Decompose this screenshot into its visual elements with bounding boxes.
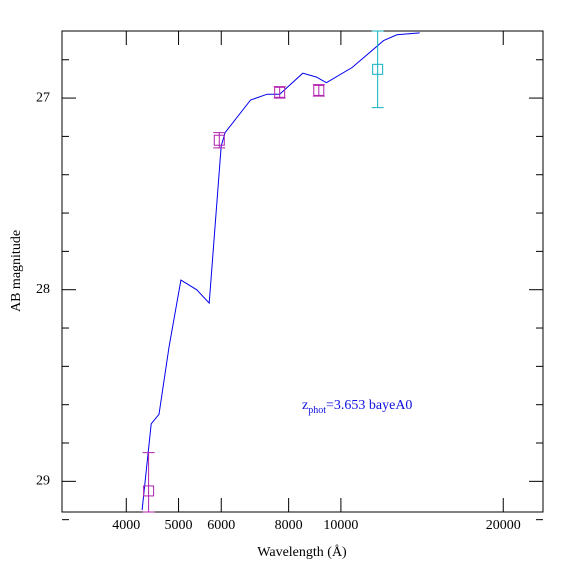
data-point bbox=[313, 84, 325, 96]
y-tick-label: 29 bbox=[36, 474, 50, 489]
plot-frame bbox=[61, 30, 544, 513]
error-bar bbox=[371, 30, 384, 109]
error-bar bbox=[142, 452, 155, 513]
x-tick-label: 4000 bbox=[112, 518, 140, 533]
error-bar bbox=[312, 84, 325, 97]
x-tick-label: 8000 bbox=[275, 518, 303, 533]
annotation-subscript: phot bbox=[308, 405, 326, 416]
y-axis-label: AB magnitude bbox=[9, 230, 24, 312]
error-bar bbox=[273, 86, 286, 99]
x-tick-label: 10000 bbox=[323, 518, 358, 533]
x-tick-label: 6000 bbox=[207, 518, 235, 533]
data-point bbox=[372, 63, 384, 75]
data-point bbox=[143, 485, 155, 497]
x-tick-label: 20000 bbox=[486, 518, 521, 533]
annotation-symbol: z bbox=[302, 398, 308, 413]
annotation-text: =3.653 bayeA0 bbox=[326, 398, 412, 413]
data-point bbox=[213, 134, 225, 146]
x-tick-label: 5000 bbox=[165, 518, 193, 533]
y-tick-label: 27 bbox=[36, 90, 50, 105]
annotation: zphot=3.653 bayeA0 bbox=[302, 398, 412, 416]
model-line bbox=[141, 32, 420, 511]
data-point bbox=[274, 86, 286, 98]
y-tick-label: 28 bbox=[36, 282, 50, 297]
x-axis-label: Wavelength (Å) bbox=[257, 544, 347, 560]
